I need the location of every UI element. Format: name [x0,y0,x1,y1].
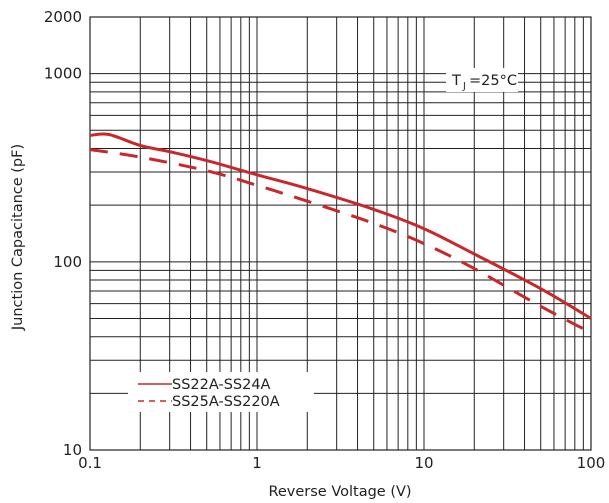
annotation-subscript: J [462,81,466,92]
x-axis-label: Reverse Voltage (V) [268,484,411,500]
series-layer [89,132,592,335]
x-tick-label: 0.1 [78,454,102,472]
y-tick-label: 100 [53,253,82,271]
series-line-0 [89,132,592,320]
y-tick-label: 1000 [44,65,82,83]
legend: SS22A-SS24A SS25A-SS220A [128,372,314,412]
x-tick-label: 10 [414,454,433,472]
temperature-annotation: T J =25°C [446,68,518,92]
y-tick-label: 2000 [44,8,82,26]
plot-frame [89,16,592,451]
legend-label-ss25a-ss220a: SS25A-SS220A [172,394,280,410]
y-tick-label: 10 [63,441,82,459]
tick-labels: 0.1 1 10 100 2000 1000 100 10 [44,8,606,472]
x-tick-label: 100 [577,454,606,472]
legend-label-ss22a-ss24a: SS22A-SS24A [172,377,271,393]
annotation-main: T [451,73,461,89]
grid [90,17,591,450]
annotation-rest: =25°C [469,73,517,89]
series-line-1 [89,148,592,335]
y-axis-label: Junction Capacitance (pF) [10,144,26,331]
x-tick-label: 1 [252,454,262,472]
